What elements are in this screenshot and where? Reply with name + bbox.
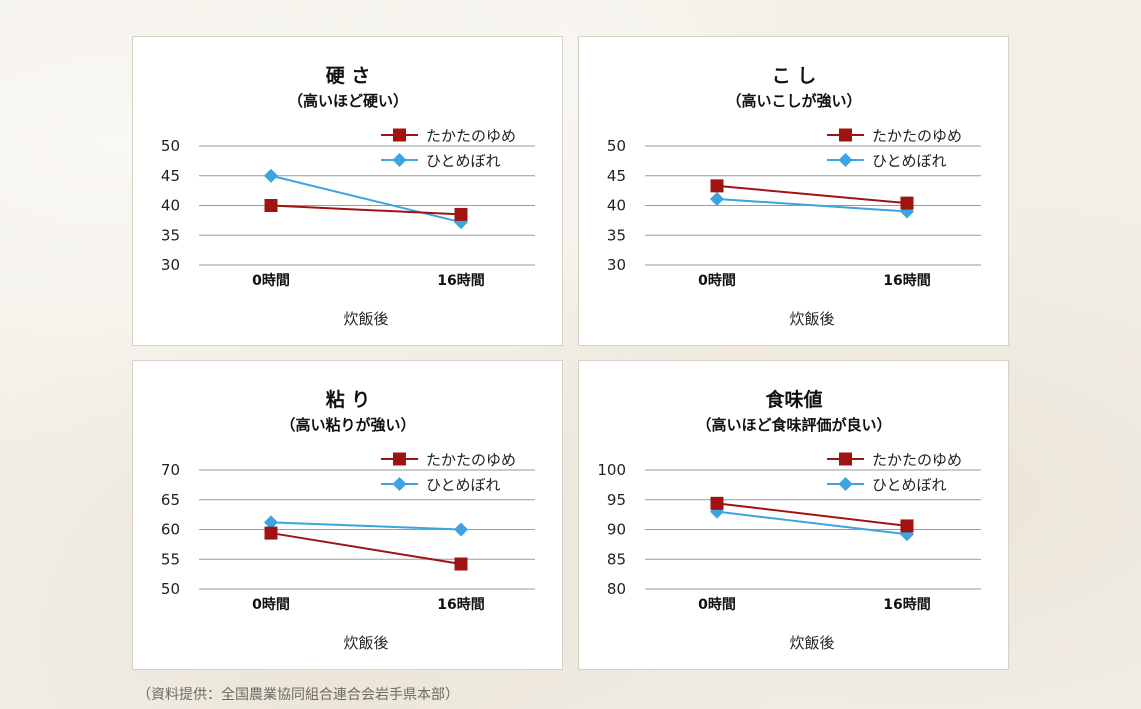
x-tick-label: 0時間	[252, 272, 290, 289]
chart-title: 粘 り	[326, 389, 371, 411]
x-tick-label: 0時間	[252, 596, 290, 613]
legend-label: たかたのゆめ	[872, 127, 962, 145]
y-tick-label: 60	[161, 521, 180, 539]
legend-marker	[393, 128, 406, 142]
series-line	[716, 197, 908, 213]
x-tick-label: 16時間	[883, 272, 930, 289]
y-tick-label: 65	[161, 491, 180, 509]
series-line	[270, 174, 462, 224]
data-point-square	[900, 196, 914, 210]
legend-marker	[839, 128, 852, 142]
y-tick-label: 30	[607, 256, 626, 274]
y-tick-label: 70	[161, 461, 180, 479]
data-point-square	[710, 179, 724, 193]
legend-marker	[392, 153, 407, 167]
y-tick-label: 45	[161, 167, 180, 185]
legend-label: ひとめぼれ	[426, 476, 501, 494]
chart-panel-hardness: 硬 さ （高いほど硬い） 50 45 40 35 30 0時間 16時間炊飯後 たかたのゆめ ひとめ…	[132, 36, 563, 346]
y-tick-label: 40	[161, 197, 180, 215]
legend-marker	[838, 477, 853, 491]
chart-panel-stickiness: 粘 り （高い粘りが強い） 70 65 60 55 50 0時間 16時間炊飯後 たかたのゆめ ひと…	[132, 360, 563, 670]
legend-marker	[392, 477, 407, 491]
legend-label: ひとめぼれ	[872, 476, 947, 494]
series-line	[716, 184, 908, 205]
x-tick-label: 16時間	[883, 596, 930, 613]
x-tick-label: 0時間	[698, 596, 736, 613]
chart-subtitle: （高いほど食味評価が良い）	[696, 416, 891, 434]
source-credit: （資料提供：全国農業協同組合連合会岩手県本部）	[137, 687, 459, 703]
series-line	[270, 521, 462, 531]
y-tick-label: 50	[607, 137, 626, 155]
legend-marker	[839, 452, 852, 466]
legend-label: たかたのゆめ	[426, 451, 516, 469]
legend-marker	[838, 153, 853, 167]
y-tick-label: 50	[161, 580, 180, 598]
chart-subtitle: （高い粘りが強い）	[280, 416, 415, 434]
x-tick-label: 16時間	[437, 596, 484, 613]
y-tick-label: 55	[161, 550, 180, 568]
series-line	[270, 204, 462, 216]
legend-marker	[393, 452, 406, 466]
y-tick-label: 35	[161, 226, 180, 244]
x-axis-label: 炊飯後	[789, 634, 834, 652]
y-tick-label: 50	[161, 137, 180, 155]
series-line	[716, 510, 908, 536]
data-point-diamond	[710, 191, 724, 206]
y-tick-label: 45	[607, 167, 626, 185]
data-point-square	[454, 207, 468, 221]
legend-label: たかたのゆめ	[426, 127, 516, 145]
chart-title: こ し	[772, 65, 817, 87]
x-axis-label: 炊飯後	[789, 310, 834, 328]
series-line	[270, 532, 462, 565]
data-point-diamond	[454, 522, 468, 537]
data-point-diamond	[264, 515, 278, 530]
data-point-square	[900, 519, 914, 533]
data-point-square	[710, 496, 724, 510]
chart-subtitle: （高いこしが強い）	[726, 92, 861, 110]
y-tick-label: 30	[161, 256, 180, 274]
x-axis-label: 炊飯後	[343, 310, 388, 328]
y-tick-label: 100	[597, 461, 626, 479]
y-tick-label: 80	[607, 580, 626, 598]
x-tick-label: 16時間	[437, 272, 484, 289]
data-point-square	[264, 526, 278, 540]
data-point-square	[264, 199, 278, 212]
data-point-square	[454, 557, 468, 571]
x-axis-label: 炊飯後	[343, 634, 388, 652]
chart-title: 食味値	[765, 388, 822, 411]
y-tick-label: 95	[607, 491, 626, 509]
chart-panel-taste-score: 食味値 （高いほど食味評価が良い） 100 95 90 85 80 0時間 16時間炊飯後 たかた…	[578, 360, 1009, 670]
chart-title: 硬 さ	[326, 65, 371, 87]
chart-subtitle: （高いほど硬い）	[288, 92, 408, 110]
y-tick-label: 40	[607, 197, 626, 215]
data-point-diamond	[264, 168, 278, 183]
x-tick-label: 0時間	[698, 272, 736, 289]
y-tick-label: 35	[607, 226, 626, 244]
series-line	[716, 502, 908, 527]
legend-label: ひとめぼれ	[426, 152, 501, 170]
y-tick-label: 85	[607, 550, 626, 568]
chart-panel-firmness: こ し （高いこしが強い） 50 45 40 35 30 0時間 16時間炊飯後 たかたのゆめ ひと…	[578, 36, 1009, 346]
legend-label: たかたのゆめ	[872, 451, 962, 469]
legend-label: ひとめぼれ	[872, 152, 947, 170]
y-tick-label: 90	[607, 521, 626, 539]
